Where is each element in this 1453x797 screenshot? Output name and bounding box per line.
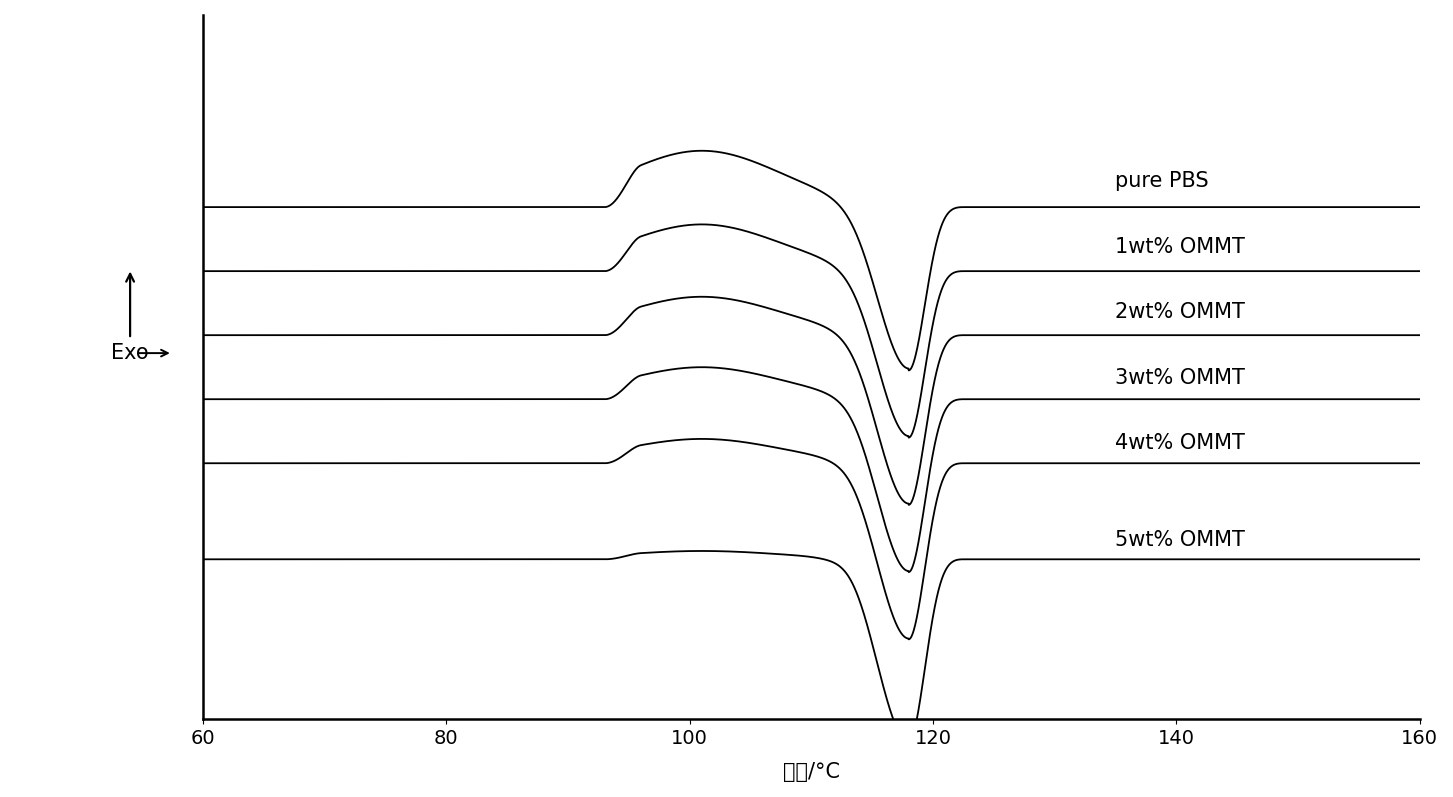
Text: pure PBS: pure PBS xyxy=(1116,171,1209,191)
Text: Exo: Exo xyxy=(112,343,148,363)
Text: 4wt% OMMT: 4wt% OMMT xyxy=(1116,433,1245,453)
Text: 1wt% OMMT: 1wt% OMMT xyxy=(1116,237,1245,257)
Text: 3wt% OMMT: 3wt% OMMT xyxy=(1116,367,1245,387)
Text: 5wt% OMMT: 5wt% OMMT xyxy=(1116,530,1245,551)
Text: 2wt% OMMT: 2wt% OMMT xyxy=(1116,302,1245,322)
X-axis label: 温度/°C: 温度/°C xyxy=(783,762,840,782)
